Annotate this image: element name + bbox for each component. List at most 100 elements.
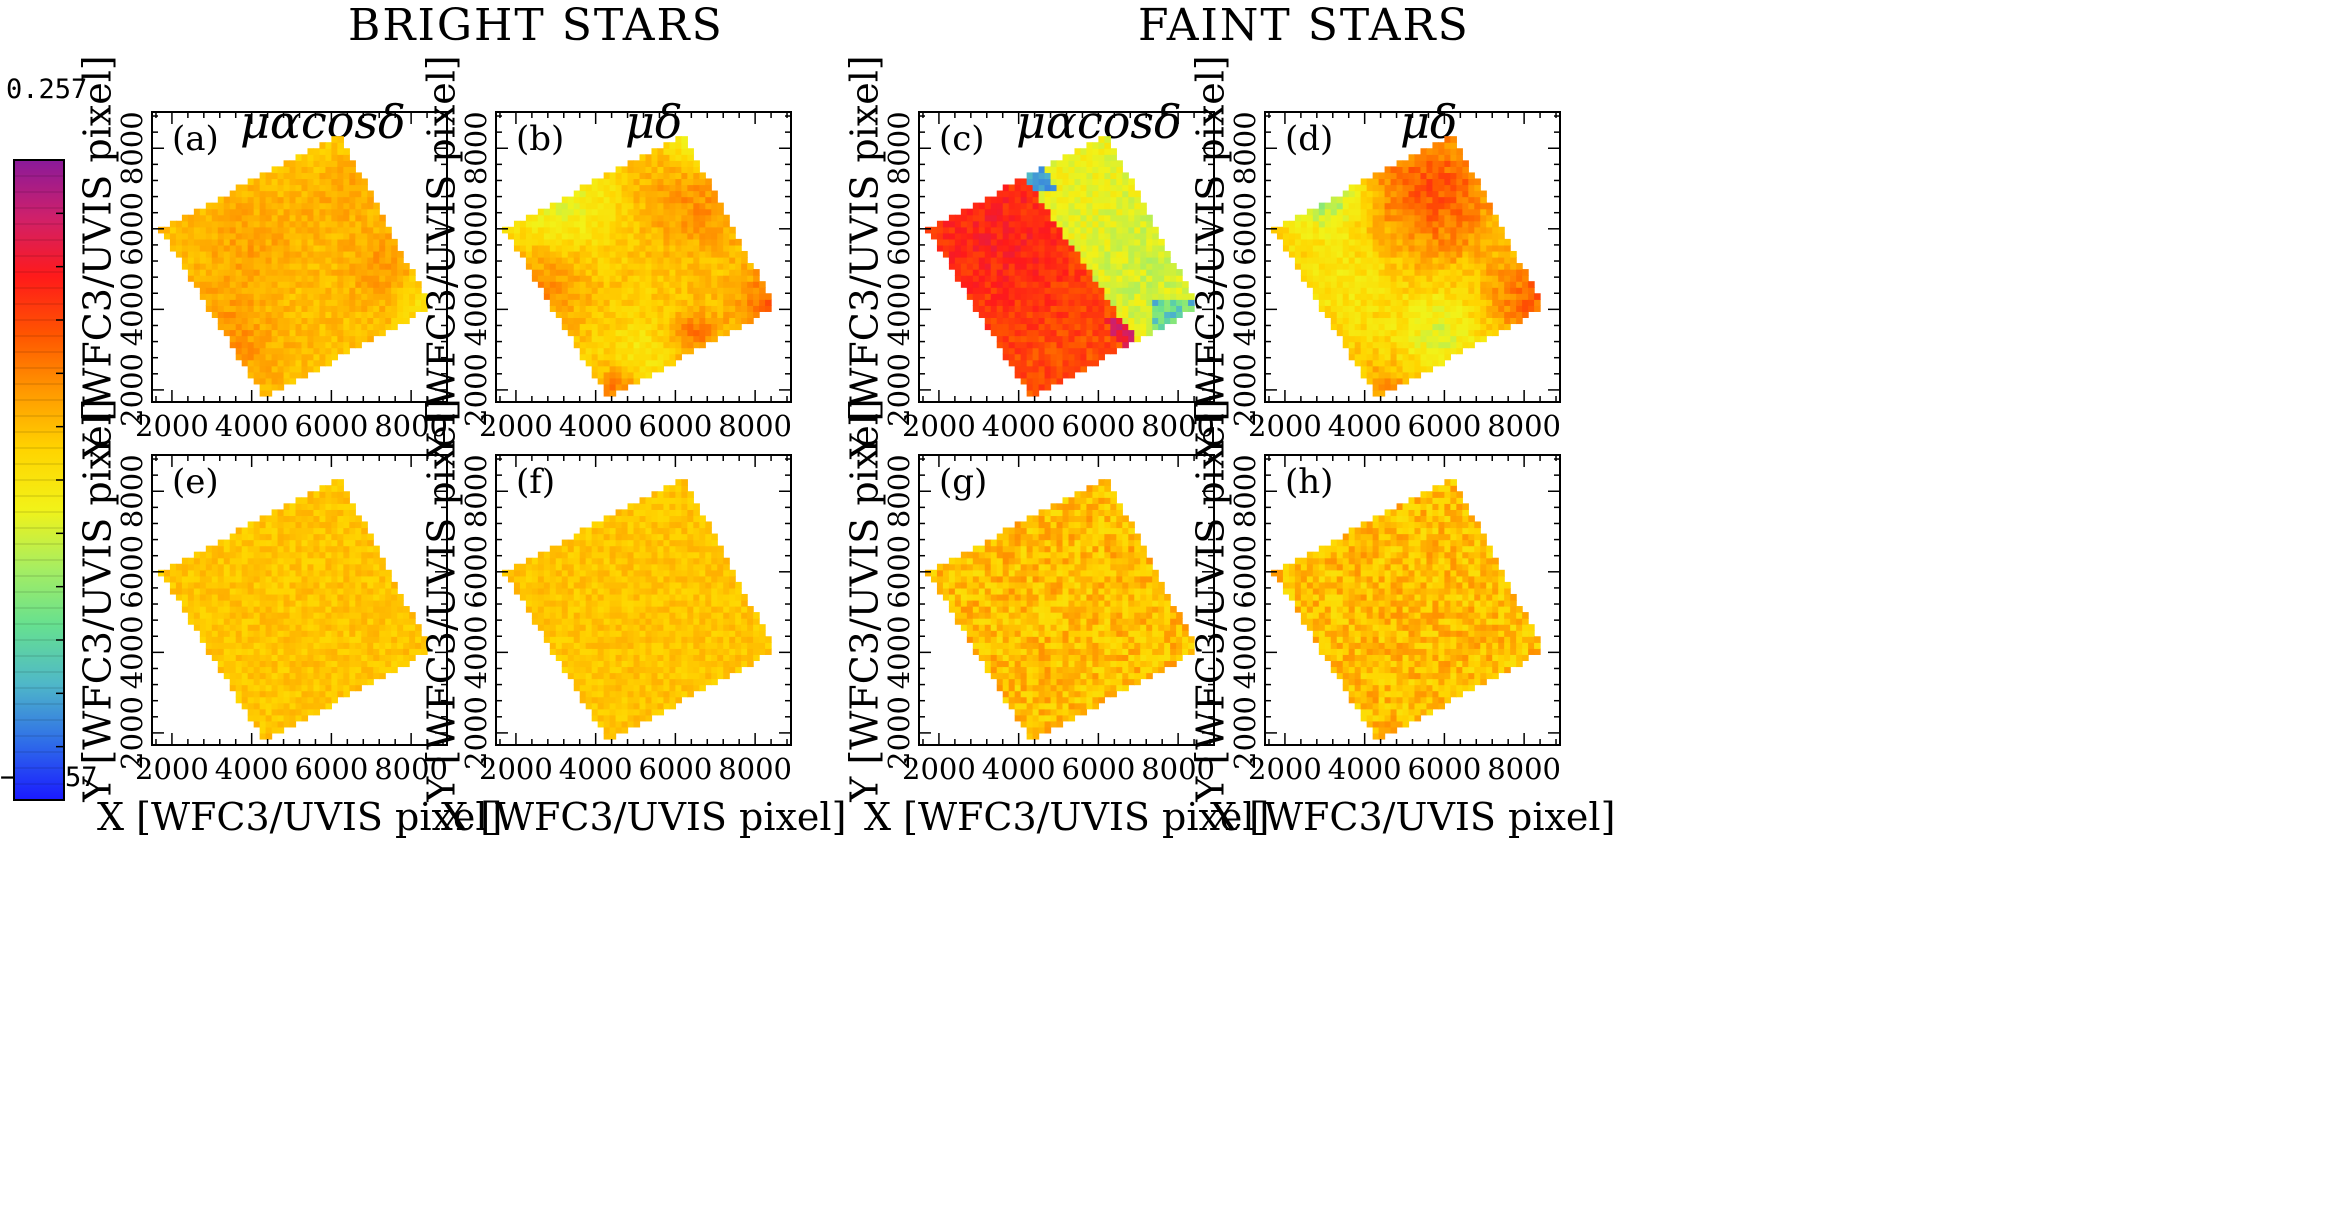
heatmap-cell <box>289 214 297 222</box>
heatmap-cell <box>1528 305 1535 312</box>
heatmap-cell <box>1366 287 1374 294</box>
heatmap-cell <box>1098 353 1105 361</box>
heatmap-cell <box>1456 148 1463 155</box>
heatmap-cell <box>1396 238 1404 246</box>
heatmap-cell <box>657 148 665 155</box>
heatmap-cell <box>337 190 344 198</box>
heatmap-cell <box>561 202 569 210</box>
heatmap-cell <box>211 624 219 631</box>
heatmap-cell <box>367 244 374 252</box>
heatmap-cell <box>693 329 700 337</box>
heatmap-cell <box>1402 341 1410 349</box>
heatmap-cell <box>639 359 647 367</box>
heatmap-cell <box>687 196 694 204</box>
heatmap-cell <box>187 263 195 270</box>
heatmap-cell <box>1140 232 1147 240</box>
heatmap-cell <box>579 244 587 252</box>
heatmap-cell <box>283 226 291 234</box>
heatmap-cell <box>1056 172 1064 180</box>
heatmap-cell <box>1080 293 1088 300</box>
heatmap-cell <box>699 341 706 349</box>
heatmap-cell <box>217 581 225 589</box>
heatmap-cell <box>1366 226 1374 234</box>
heatmap-cell <box>1056 202 1064 210</box>
heatmap-cell <box>645 371 653 379</box>
heatmap-cell <box>1360 178 1368 186</box>
heatmap-cell <box>723 232 730 240</box>
heatmap-cell <box>1122 311 1129 319</box>
heatmap-cell <box>1050 365 1058 373</box>
x-tick-label: 8000 <box>374 409 448 443</box>
heatmap-cell <box>1336 238 1344 246</box>
heatmap-cell <box>1456 293 1463 300</box>
heatmap-cell <box>591 371 599 379</box>
heatmap-cell <box>241 293 249 300</box>
heatmap-cell <box>537 214 545 222</box>
heatmap-cell <box>591 184 599 192</box>
heatmap-cell <box>621 232 629 240</box>
heatmap-cell <box>295 202 303 210</box>
heatmap-cell <box>1014 202 1022 210</box>
heatmap-cell <box>289 238 297 246</box>
heatmap-cell <box>657 250 665 258</box>
heatmap-cell <box>1104 269 1111 276</box>
heatmap-cell <box>1456 317 1463 325</box>
heatmap-cell <box>361 287 368 294</box>
heatmap-cell <box>1008 257 1016 264</box>
heatmap-cell <box>421 293 428 300</box>
heatmap-cell <box>1480 244 1487 252</box>
heatmap-cell <box>711 220 718 228</box>
heatmap-cell <box>331 208 338 216</box>
heatmap-cell <box>573 257 581 264</box>
heatmap-cell <box>1378 202 1386 210</box>
heatmap-cell <box>645 214 653 222</box>
heatmap-cell <box>609 269 617 276</box>
heatmap-cell <box>223 202 231 210</box>
heatmap-cell <box>247 618 255 625</box>
heatmap-cell <box>1170 305 1177 312</box>
heatmap-cell <box>1062 281 1070 288</box>
heatmap-cell <box>1068 341 1076 349</box>
heatmap-cell <box>259 630 267 637</box>
heatmap-cell <box>247 365 255 373</box>
heatmap-cell <box>271 323 279 331</box>
heatmap-cell <box>1080 365 1088 373</box>
heatmap-cell <box>717 275 724 282</box>
heatmap-cell <box>651 238 659 246</box>
heatmap-cell <box>675 347 682 355</box>
heatmap-cell <box>295 184 303 192</box>
heatmap-cell <box>193 618 201 625</box>
heatmap-cell <box>241 624 249 631</box>
heatmap-cell <box>307 329 315 337</box>
heatmap-cell <box>954 238 962 246</box>
heatmap-cell <box>1008 244 1016 252</box>
heatmap-cell <box>669 275 676 282</box>
heatmap-cell <box>319 353 327 361</box>
heatmap-cell <box>1348 323 1356 331</box>
heatmap-cell <box>1438 208 1445 216</box>
heatmap-cell <box>615 269 623 276</box>
heatmap-cell <box>313 287 321 294</box>
heatmap-cell <box>729 275 736 282</box>
heatmap-cell <box>1008 238 1016 246</box>
heatmap-cell <box>639 281 647 288</box>
heatmap-cell <box>337 329 344 337</box>
heatmap-cell <box>651 208 659 216</box>
heatmap-cell <box>1104 160 1111 167</box>
heatmap-cell <box>609 299 617 306</box>
heatmap-cell <box>1396 250 1404 258</box>
heatmap-cell <box>990 299 998 306</box>
heatmap-cell <box>1396 293 1404 300</box>
heatmap-cell <box>1044 383 1052 391</box>
heatmap-cell <box>277 299 285 306</box>
heatmap-cell <box>1074 250 1082 258</box>
heatmap-cell <box>948 226 956 234</box>
heatmap-cell <box>253 666 261 674</box>
heatmap-cell <box>253 257 261 264</box>
heatmap-cell <box>1104 347 1111 355</box>
heatmap-cell <box>253 263 261 270</box>
heatmap-cell <box>1062 305 1070 312</box>
heatmap-cell <box>585 220 593 228</box>
heatmap-cell <box>223 618 231 625</box>
heatmap-cell <box>555 275 563 282</box>
